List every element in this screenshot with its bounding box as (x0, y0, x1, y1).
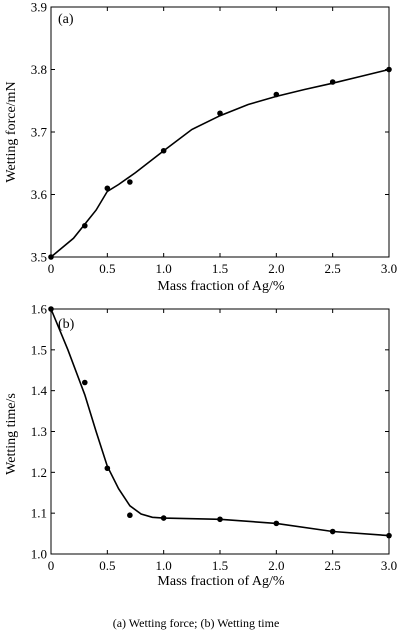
data-point (48, 306, 54, 312)
plot-frame (50, 6, 390, 258)
x-tick-label: 2.0 (268, 261, 284, 276)
data-point (48, 254, 54, 260)
y-tick-label: 1.2 (31, 465, 47, 480)
data-point (329, 528, 336, 535)
x-tick-label: 3.0 (381, 261, 397, 276)
data-point (160, 147, 167, 154)
y-tick-label: 1.0 (31, 547, 47, 562)
data-point (127, 512, 133, 519)
x-tick-label: 0 (48, 261, 55, 276)
x-tick-label: 2.5 (325, 558, 341, 573)
x-tick-label: 0.5 (99, 558, 115, 573)
panel-label-b: (b) (58, 317, 75, 332)
data-point (104, 465, 111, 472)
y-tick-label: 3.7 (31, 125, 48, 140)
chart-panel-wetting-force: (a) Mass fraction of Ag/% Wetting force/… (4, 0, 397, 294)
data-point (82, 222, 88, 229)
x-tick-label: 1.5 (212, 261, 228, 276)
data-point (217, 516, 223, 523)
data-point (386, 532, 392, 539)
y-tick-label: 1.6 (31, 302, 48, 317)
x-tick-label: 0.5 (99, 261, 115, 276)
fitted-curve (50, 68, 390, 258)
fitted-curve (50, 308, 390, 537)
data-point (160, 515, 167, 521)
y-tick-label: 1.1 (31, 506, 47, 521)
y-tick-label: 3.8 (31, 62, 47, 77)
x-axis-title-a: Mass fraction of Ag/% (157, 279, 284, 294)
data-point (127, 179, 133, 185)
data-point (386, 66, 392, 73)
data-point (273, 91, 280, 98)
y-axis-title-a: Wetting force/mN (4, 81, 19, 182)
data-point (329, 79, 336, 85)
y-tick-label: 1.3 (31, 424, 47, 439)
y-tick-label: 1.4 (31, 383, 48, 398)
x-axis-title-b: Mass fraction of Ag/% (157, 574, 284, 589)
x-tick-label: 1.0 (156, 558, 172, 573)
y-tick-label: 3.9 (31, 0, 47, 15)
y-tick-label: 1.5 (31, 342, 47, 357)
x-tick-label: 2.5 (325, 261, 341, 276)
x-tick-label: 2.0 (268, 558, 284, 573)
panel-label-a: (a) (58, 12, 74, 27)
x-tick-label: 0 (48, 558, 55, 573)
data-point (82, 379, 88, 386)
y-tick-label: 3.6 (31, 187, 48, 202)
x-tick-label: 1.0 (156, 261, 172, 276)
figure-caption: (a) Wetting force; (b) Wetting time (113, 616, 280, 630)
x-tick-label: 1.5 (212, 558, 228, 573)
data-point (273, 520, 280, 527)
y-tick-label: 3.5 (31, 250, 47, 265)
chart-panel-wetting-time: (b) Mass fraction of Ag/% Wetting time/s… (4, 302, 397, 590)
data-point (104, 185, 111, 192)
data-point (217, 110, 223, 117)
y-axis-title-b: Wetting time/s (4, 393, 19, 475)
x-tick-label: 3.0 (381, 558, 397, 573)
